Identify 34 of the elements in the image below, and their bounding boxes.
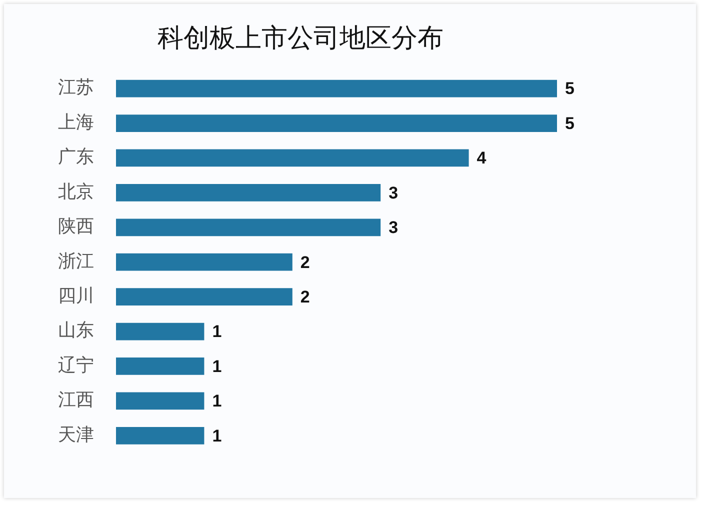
data-label: 3 (388, 183, 398, 202)
data-label: 3 (388, 218, 398, 238)
data-label: 1 (212, 392, 222, 411)
y-tick-label: 浙江 (58, 250, 94, 272)
bar (116, 80, 557, 98)
data-label: 1 (212, 322, 222, 342)
bar (116, 218, 381, 236)
data-label: 1 (212, 426, 222, 446)
bar (116, 253, 292, 271)
data-label: 5 (565, 79, 574, 98)
y-tick-label: 陕西 (58, 216, 94, 238)
data-label: 2 (300, 287, 310, 306)
y-tick-label: 北京 (58, 181, 94, 202)
y-tick-label: 天津 (58, 424, 94, 446)
bar (116, 392, 204, 410)
y-tick-label: 广东 (58, 146, 94, 168)
y-tick-label: 山东 (58, 320, 94, 342)
bar (116, 322, 204, 340)
bar (116, 114, 557, 132)
bar (116, 288, 292, 306)
bar (116, 426, 204, 444)
y-tick-label: 上海 (58, 112, 94, 133)
bar (116, 149, 469, 167)
chart-title: 科创板上市公司地区分布 (158, 23, 444, 54)
data-label: 5 (565, 114, 574, 133)
data-label: 2 (300, 252, 310, 272)
y-tick-label: 四川 (58, 285, 94, 306)
bar (116, 358, 204, 375)
y-tick-label: 辽宁 (58, 354, 94, 376)
bar (116, 184, 381, 202)
data-label: 1 (212, 356, 222, 376)
data-label: 4 (476, 148, 487, 168)
y-tick-label: 江苏 (58, 77, 94, 98)
y-tick-label: 江西 (58, 390, 94, 411)
